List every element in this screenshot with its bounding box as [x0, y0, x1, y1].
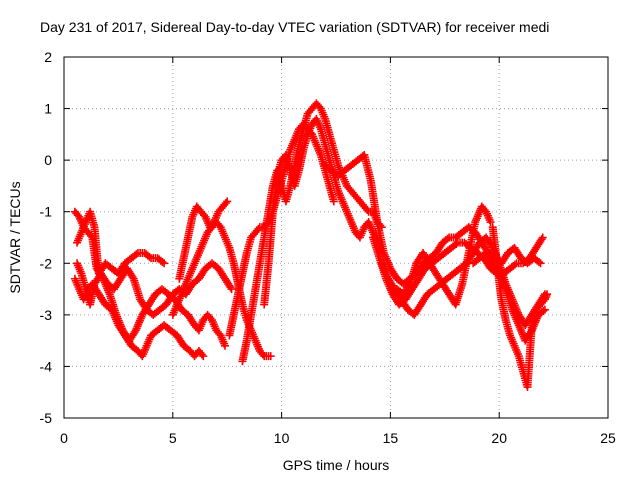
x-tick-label: 0 [60, 430, 68, 446]
data-point-marker [538, 233, 547, 242]
x-tick-label: 5 [169, 430, 177, 446]
series-track-15 [469, 248, 549, 345]
series-track-13 [392, 202, 495, 309]
axis-ticks [63, 56, 609, 419]
data-point-marker [221, 341, 230, 350]
series-track-9 [260, 114, 386, 309]
series-track-2 [73, 207, 169, 278]
data-point-marker [254, 224, 263, 233]
data-point-marker [158, 257, 167, 266]
data-point-marker [226, 283, 235, 292]
data-point-marker [221, 199, 230, 208]
data-point-marker [128, 273, 137, 282]
y-tick-label: 1 [44, 101, 52, 117]
data-point-marker [486, 218, 495, 227]
data-point-marker [258, 350, 267, 359]
x-tick-label: 20 [491, 430, 507, 446]
x-tick-label: 15 [383, 430, 399, 446]
series-track-14 [488, 223, 552, 392]
data-point-marker [443, 234, 452, 243]
data-point-marker [536, 259, 545, 268]
axis-tick-labels: 0 5 10 15 20 25 -5 -4 -3 -2 -1 0 1 2 [40, 49, 616, 446]
series-track-4 [73, 259, 236, 319]
y-tick-label: -3 [40, 307, 53, 323]
y-tick-label: 2 [44, 49, 52, 65]
x-tick-label: 10 [274, 430, 290, 446]
x-tick-label: 25 [600, 430, 616, 446]
y-tick-label: -1 [40, 204, 53, 220]
chart-title: Day 231 of 2017, Sidereal Day-to-day VTE… [40, 19, 549, 35]
series-track-6 [175, 197, 232, 283]
data-point-marker [197, 350, 206, 359]
data-point-marker [329, 197, 338, 206]
data-point-marker [543, 290, 552, 299]
data-point-marker [540, 305, 549, 314]
y-tick-label: -5 [40, 410, 53, 426]
data-point-marker [537, 235, 546, 244]
y-tick-label: -4 [40, 358, 53, 374]
data-point-marker [363, 205, 372, 214]
data-point-marker [539, 306, 548, 315]
y-tick-label: 0 [44, 152, 52, 168]
data-point-marker [452, 239, 461, 248]
data-point-marker [404, 281, 413, 290]
plot-area [70, 99, 552, 392]
data-point-marker [266, 352, 275, 361]
grid [64, 57, 608, 418]
data-point-marker [199, 352, 208, 361]
data-point-marker [510, 260, 519, 269]
data-point-marker [160, 259, 169, 268]
data-point-marker [534, 257, 543, 266]
y-tick-label: -2 [40, 255, 53, 271]
plot-frame [63, 56, 609, 419]
x-axis-title: GPS time / hours [283, 457, 390, 473]
data-point-marker [227, 285, 236, 294]
data-point-marker [145, 252, 154, 261]
data-point-marker [223, 197, 232, 206]
data-point-marker [132, 250, 141, 259]
y-axis-title: SDTVAR / TECUs [7, 181, 23, 293]
